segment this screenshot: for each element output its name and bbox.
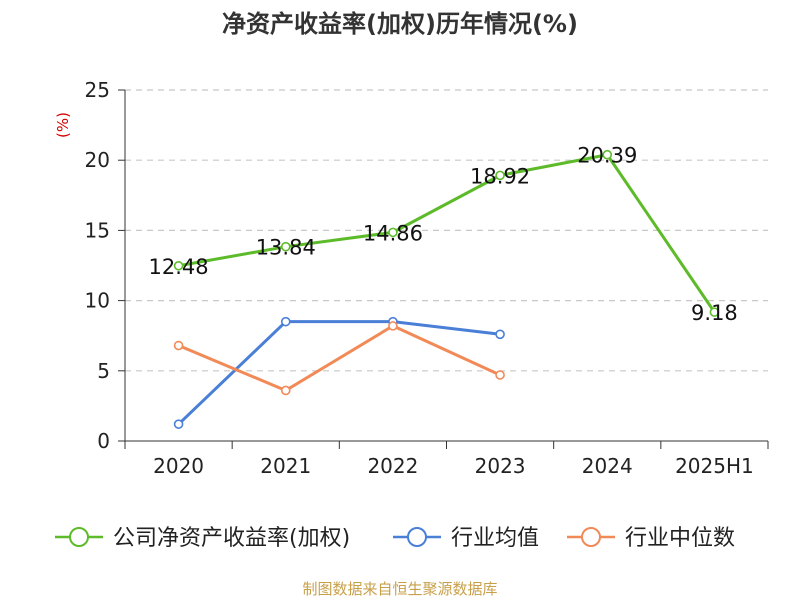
series-2-point-2022 — [388, 321, 398, 331]
y-tick-label-20: 20 — [85, 148, 110, 172]
series-2-point-2021 — [280, 385, 291, 396]
legend: 公司净资产收益率(加权) 行业均值 行业中位数 — [55, 526, 735, 551]
series-0-point-2020 — [173, 260, 184, 271]
series-1-point-2020 — [173, 419, 184, 429]
gridlines — [125, 89, 768, 372]
data-label-2024: 20.39 — [577, 144, 637, 168]
x-tick-label-2025H1: 2025H1 — [675, 454, 754, 478]
source-note: 制图数据来自恒生聚源数据库 — [302, 580, 497, 598]
legend-label-2: 行业中位数 — [625, 526, 735, 551]
series-2-point-2023 — [495, 370, 505, 380]
series-0-point-2021 — [280, 241, 291, 252]
x-tick-label-2021: 2021 — [260, 454, 311, 478]
y-tick-label-25: 25 — [85, 78, 110, 102]
x-tick-label-2023: 2023 — [475, 454, 526, 478]
series-layer — [173, 149, 720, 429]
y-tick-label-15: 15 — [85, 218, 110, 242]
series-0-point-2022 — [388, 227, 398, 238]
data-label-2021: 13.84 — [256, 236, 316, 260]
legend-swatch-marker-0 — [69, 527, 89, 547]
series-0-point-2023 — [495, 170, 505, 181]
legend-label-1: 行业均值 — [451, 526, 539, 551]
data-label-2025H1: 9.18 — [691, 301, 738, 325]
y-tick-label-10: 10 — [85, 289, 110, 313]
series-line-2 — [178, 324, 501, 392]
x-tick-label-2024: 2024 — [582, 454, 633, 478]
series-line-0 — [178, 153, 716, 313]
legend-swatch-marker-1 — [407, 527, 427, 547]
chart-title: 净资产收益率(加权)历年情况(%) — [222, 10, 578, 38]
legend-item-0: 公司净资产收益率(加权) — [55, 526, 350, 551]
series-0-point-2025H1 — [709, 307, 720, 317]
y-axis-unit-label: (%) — [54, 112, 72, 138]
data-label-2020: 12.48 — [149, 255, 209, 279]
series-line-1 — [177, 320, 501, 426]
series-1-point-2023 — [495, 329, 505, 340]
legend-label-0: 公司净资产收益率(加权) — [113, 526, 350, 551]
series-1-point-2021 — [280, 316, 291, 327]
legend-swatch-marker-2 — [581, 527, 601, 547]
x-tick-label-2020: 2020 — [153, 454, 204, 478]
data-label-2022: 14.86 — [363, 221, 423, 245]
data-labels: 12.48 13.84 14.86 18.92 20.39 9.18 — [149, 144, 738, 325]
legend-item-1: 行业均值 — [393, 526, 539, 551]
y-tick-label-5: 5 — [97, 359, 110, 383]
y-tick-label-0: 0 — [97, 429, 110, 453]
axes: 0 5 10 15 20 25 2020 2021 2022 2023 2024 2025H1 — [85, 78, 769, 478]
series-2-point-2020 — [173, 340, 184, 351]
series-0-point-2024 — [602, 149, 613, 160]
legend-item-2: 行业中位数 — [567, 526, 735, 551]
data-label-2023: 18.92 — [470, 164, 530, 188]
x-tick-label-2022: 2022 — [367, 454, 418, 478]
